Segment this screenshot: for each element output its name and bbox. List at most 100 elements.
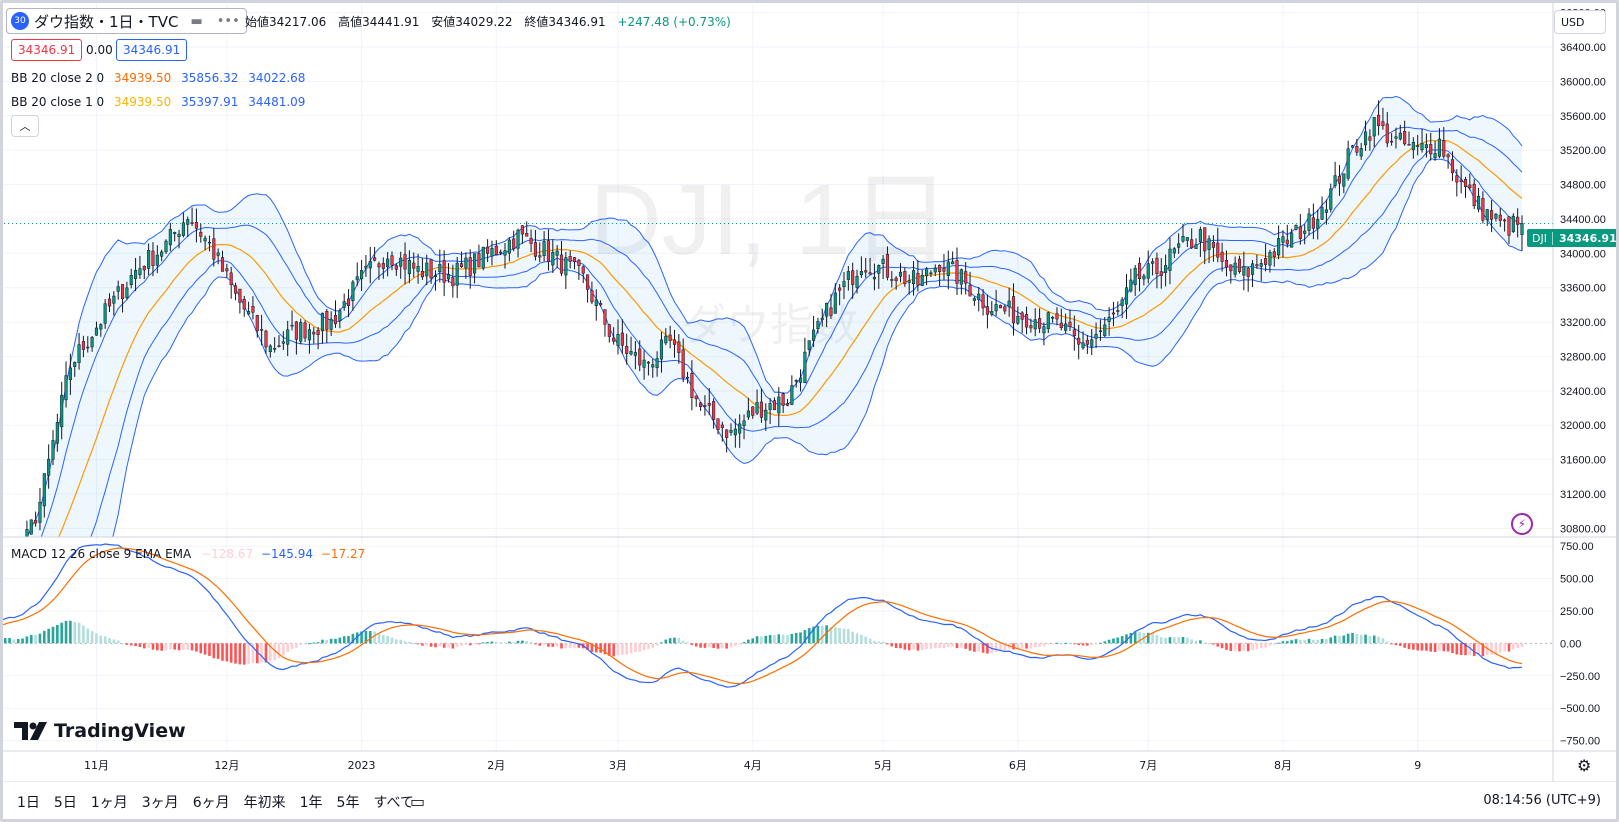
macd-legend[interactable]: MACD 12 26 close 9 EMA EMA −128.67 −145.… bbox=[11, 547, 365, 561]
timeframe-button-4[interactable]: 6ヶ月 bbox=[192, 795, 230, 811]
macd-histogram-bar bbox=[929, 643, 933, 649]
candle-body bbox=[1142, 275, 1146, 280]
currency-select[interactable]: USD bbox=[1554, 10, 1606, 34]
candle-body bbox=[603, 309, 607, 325]
macd-tick-label: 500.00 bbox=[1560, 574, 1594, 586]
macd-histogram-bar bbox=[347, 635, 350, 644]
bb1-basis: 34939.50 bbox=[114, 95, 172, 109]
candle-body bbox=[1259, 263, 1263, 267]
macd-histogram-bar bbox=[481, 642, 485, 644]
candle-body bbox=[264, 330, 268, 348]
price-tick-label: 36400.00 bbox=[1560, 42, 1606, 54]
bb2-legend[interactable]: BB 20 close 2 0 34939.50 35856.32 34022.… bbox=[11, 71, 305, 85]
candle bbox=[1446, 153, 1450, 169]
candle bbox=[90, 335, 94, 352]
watermark-main: DJI, 1日 bbox=[589, 164, 950, 276]
macd-histogram-bar bbox=[464, 643, 468, 645]
timeframe-button-7[interactable]: 5年 bbox=[336, 795, 360, 811]
timeframe-button-1[interactable]: 5日 bbox=[53, 795, 77, 811]
macd-histogram-bar bbox=[668, 638, 672, 644]
candle-body bbox=[494, 245, 498, 256]
candle bbox=[777, 387, 781, 427]
candle bbox=[807, 340, 811, 356]
candle-body bbox=[903, 271, 907, 284]
timeframe-button-6[interactable]: 1年 bbox=[299, 795, 323, 811]
candle bbox=[1368, 129, 1372, 151]
settings-gear-icon[interactable]: ⚙ bbox=[1577, 756, 1592, 775]
candle-body bbox=[738, 423, 742, 434]
macd-histogram-bar bbox=[1399, 643, 1402, 646]
macd-histogram-bar bbox=[212, 643, 216, 659]
candle-body bbox=[633, 352, 637, 356]
bid-box[interactable]: 34346.91 bbox=[11, 39, 83, 61]
candle-body bbox=[399, 257, 403, 267]
candle-body bbox=[120, 284, 125, 300]
macd-histogram-bar bbox=[1129, 632, 1133, 644]
candle bbox=[1455, 169, 1459, 197]
macd-histogram-bar bbox=[664, 639, 668, 644]
candle-body bbox=[212, 238, 216, 260]
candle-body bbox=[1294, 224, 1298, 230]
candle-body bbox=[1216, 242, 1220, 258]
macd-tick-label: 750.00 bbox=[1560, 541, 1594, 553]
candle bbox=[247, 301, 251, 315]
macd-histogram-bar bbox=[1403, 643, 1406, 648]
compare-icon[interactable]: ▬ bbox=[190, 13, 203, 29]
candle bbox=[946, 250, 950, 290]
macd-histogram-bar bbox=[1394, 643, 1398, 646]
bb2-upper: 35856.32 bbox=[181, 71, 239, 85]
candle-body bbox=[190, 222, 194, 224]
macd-histogram-bar bbox=[1498, 643, 1502, 653]
symbol-box[interactable]: 30 ダウ指数・1日・TVC ▬ ••• bbox=[6, 8, 247, 34]
macd-histogram-bar bbox=[1351, 632, 1354, 644]
calendar-range-icon[interactable]: ▭ bbox=[410, 792, 426, 811]
candle-body bbox=[672, 339, 677, 345]
macd-histogram-bar bbox=[1468, 643, 1472, 655]
macd-histogram-bar bbox=[77, 622, 81, 644]
candle bbox=[720, 421, 724, 442]
candle bbox=[555, 244, 559, 268]
candle-body bbox=[1090, 339, 1094, 347]
candle-body bbox=[233, 285, 238, 294]
candle-body bbox=[981, 294, 985, 309]
candle bbox=[1424, 133, 1428, 158]
candle bbox=[142, 265, 146, 280]
candle bbox=[273, 337, 277, 353]
macd-histogram-bar bbox=[894, 643, 898, 649]
candle-body bbox=[1433, 153, 1437, 159]
candle bbox=[1511, 213, 1515, 233]
candle-body bbox=[1077, 337, 1081, 345]
timeframe-button-8[interactable]: すべて bbox=[373, 795, 414, 811]
ask-box[interactable]: 34346.91 bbox=[116, 39, 188, 61]
candle-body bbox=[1072, 329, 1076, 337]
timeframe-button-0[interactable]: 1日 bbox=[17, 795, 40, 811]
candle bbox=[994, 289, 998, 316]
macd-histogram-bar bbox=[377, 633, 381, 644]
more-icon[interactable]: ••• bbox=[216, 13, 240, 29]
macd-histogram-bar bbox=[451, 643, 455, 649]
macd-histogram-bar bbox=[408, 641, 411, 644]
bb1-legend[interactable]: BB 20 close 1 0 34939.50 35397.91 34481.… bbox=[11, 95, 305, 109]
chart-svg[interactable]: DJI, 1日 ダウ指数 36800.0036400.0036000.00356… bbox=[0, 0, 1619, 782]
timeframe-button-2[interactable]: 1ヶ月 bbox=[90, 795, 128, 811]
macd-histogram-bar bbox=[308, 643, 311, 645]
macd-histogram-bar bbox=[1107, 639, 1111, 644]
candle-body bbox=[699, 402, 703, 408]
lightning-icon[interactable]: ⚡ bbox=[1511, 513, 1533, 535]
timeframe-button-5[interactable]: 年初来 bbox=[243, 795, 286, 811]
candle bbox=[1059, 308, 1063, 331]
candle-body bbox=[946, 261, 950, 276]
clock-readout[interactable]: 08:14:56 (UTC+9) bbox=[1483, 793, 1601, 808]
candle-body bbox=[4, 570, 7, 584]
macd-histogram-bar bbox=[312, 642, 316, 644]
collapse-legend-button[interactable]: ︿ bbox=[11, 115, 39, 137]
candle bbox=[416, 253, 420, 284]
bottom-toolbar: 1日 5日 1ヶ月 3ヶ月 6ヶ月 年初来 1年 5年 すべて ▭ 08:14:56 (UTC+… bbox=[0, 782, 1619, 822]
candle-body bbox=[1207, 238, 1211, 250]
macd-histogram-bar bbox=[873, 640, 876, 644]
timeframe-button-3[interactable]: 3ヶ月 bbox=[141, 795, 179, 811]
candle bbox=[672, 329, 677, 358]
candle bbox=[255, 314, 259, 338]
candle bbox=[233, 282, 238, 301]
candle bbox=[916, 260, 920, 292]
